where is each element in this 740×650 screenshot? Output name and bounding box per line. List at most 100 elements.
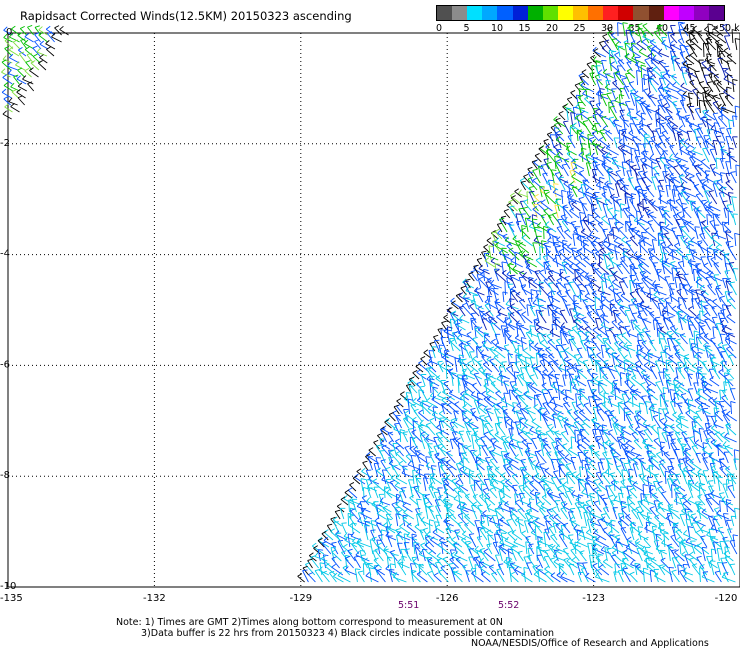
wind-barb-flag <box>495 237 500 242</box>
wind-barb-flag <box>530 382 535 387</box>
wind-barb-flag <box>658 239 664 242</box>
wind-barb-flag <box>617 59 623 62</box>
wind-barb <box>530 385 544 394</box>
wind-barb <box>682 190 697 198</box>
wind-barb-flag <box>713 420 718 425</box>
wind-barb-flag <box>493 354 499 358</box>
wind-barb <box>620 444 628 457</box>
wind-barb-flag <box>671 227 677 229</box>
wind-barb <box>713 423 724 429</box>
wind-barb <box>493 356 503 366</box>
wind-barb <box>680 165 688 177</box>
wind-barb-flag <box>532 177 538 181</box>
wind-barb-flag <box>599 366 605 370</box>
wind-barb-flag <box>550 300 555 305</box>
wind-barb <box>510 437 520 443</box>
wind-barb <box>651 47 663 58</box>
wind-barb-flag <box>437 436 443 440</box>
wind-barb <box>508 323 522 331</box>
wind-barb-flag <box>552 212 558 215</box>
wind-barb <box>641 164 646 177</box>
legend-swatch <box>482 6 498 20</box>
wind-barb <box>650 60 661 72</box>
wind-barb-flag <box>650 365 656 368</box>
wind-barb <box>621 129 628 142</box>
wind-barb <box>383 489 393 499</box>
wind-barb <box>700 161 711 170</box>
wind-barb-flag <box>669 467 675 471</box>
wind-barb-flag <box>655 127 661 130</box>
wind-barb <box>705 101 715 114</box>
wind-barb-flag <box>685 114 691 117</box>
wind-barb-flag <box>709 376 714 380</box>
wind-barb-flag <box>594 375 599 381</box>
wind-barb-flag <box>483 382 489 387</box>
wind-barb <box>628 478 639 485</box>
wind-barb-flag <box>546 250 551 254</box>
wind-barb <box>603 430 612 443</box>
wind-barb <box>517 357 531 366</box>
wind-barb-flag <box>494 263 500 265</box>
wind-barb-flag <box>453 330 459 334</box>
wind-barb-flag <box>556 338 562 341</box>
wind-barb <box>386 491 400 499</box>
wind-barb-flag <box>627 363 632 368</box>
wind-barb <box>415 366 424 373</box>
wind-barb-flag <box>490 279 495 285</box>
wind-barb <box>665 185 669 198</box>
wind-barb <box>545 268 560 275</box>
wind-barb <box>592 176 604 184</box>
wind-barb-flag <box>700 291 706 296</box>
wind-barb <box>722 278 727 289</box>
wind-barb <box>706 301 715 310</box>
wind-barb-flag <box>522 272 527 277</box>
wind-barb <box>727 300 736 310</box>
wind-barb-flag <box>499 487 505 492</box>
wind-barb-flag <box>729 354 735 356</box>
wind-barb <box>724 339 734 352</box>
wind-barb <box>623 345 636 352</box>
wind-barb-flag <box>658 302 664 305</box>
wind-barb-flag <box>644 57 650 61</box>
wind-barb-flag <box>455 323 461 325</box>
wind-barb-flag <box>645 185 651 188</box>
wind-barb <box>679 23 689 37</box>
wind-barb <box>516 322 519 338</box>
wind-barb <box>451 303 459 310</box>
wind-barb <box>704 348 716 359</box>
wind-barb-flag <box>507 459 513 462</box>
wind-barb-flag <box>640 270 646 273</box>
wind-barb <box>443 480 455 492</box>
wind-barb-flag <box>553 359 559 363</box>
wind-barb-flag <box>705 137 710 142</box>
wind-barb-flag <box>571 401 577 403</box>
wind-barb <box>447 370 455 380</box>
wind-barb-flag <box>632 278 637 283</box>
wind-barb-flag <box>460 285 466 289</box>
wind-barb <box>613 72 618 86</box>
wind-barb <box>507 223 515 233</box>
wind-barb <box>531 202 539 212</box>
wind-barb <box>447 467 456 478</box>
wind-barb <box>628 161 632 177</box>
wind-vectors <box>1 21 740 583</box>
wind-barb <box>710 441 720 450</box>
wind-barb-flag <box>571 220 577 223</box>
wind-barb-flag <box>637 143 643 145</box>
wind-barb <box>381 446 390 457</box>
wind-barb-flag <box>558 271 564 276</box>
wind-barb-flag <box>533 236 538 241</box>
wind-barb-flag <box>598 481 603 485</box>
wind-barb <box>474 326 477 338</box>
wind-barb <box>622 208 629 219</box>
wind-barb-flag <box>642 419 647 425</box>
wind-barb <box>675 340 685 352</box>
wind-barb <box>535 367 546 380</box>
wind-barb-flag <box>724 444 730 448</box>
wind-barb-flag <box>667 361 673 364</box>
wind-barb <box>570 92 578 100</box>
wind-barb-flag <box>628 468 634 471</box>
wind-barb <box>449 338 454 352</box>
wind-barb-flag <box>467 360 472 364</box>
wind-barb <box>686 64 692 79</box>
